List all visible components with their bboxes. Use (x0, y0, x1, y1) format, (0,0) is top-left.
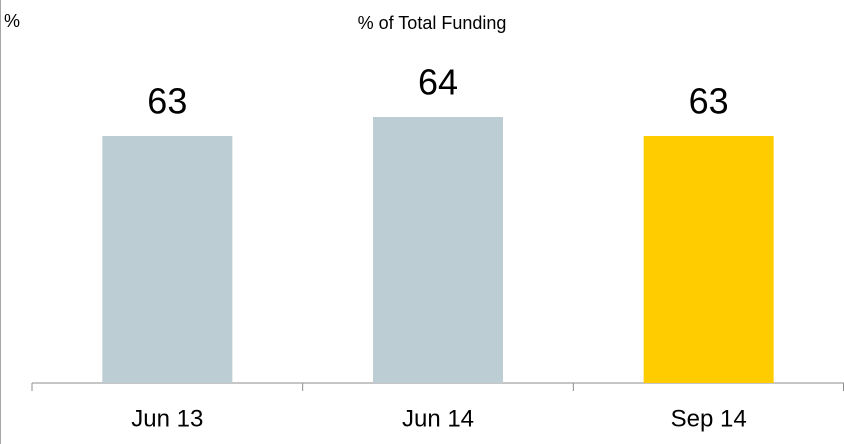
x-tick-label: Jun 14 (402, 405, 474, 432)
bar (643, 136, 774, 383)
x-tick-label: Jun 13 (131, 405, 203, 432)
x-tick-label: Sep 14 (671, 405, 747, 432)
y-axis-label: % (4, 11, 20, 31)
bar (102, 136, 233, 383)
bar (373, 117, 503, 383)
value-label: 63 (689, 81, 729, 122)
value-label: 64 (418, 62, 458, 103)
chart-title: % of Total Funding (358, 13, 507, 33)
value-label: 63 (147, 81, 187, 122)
